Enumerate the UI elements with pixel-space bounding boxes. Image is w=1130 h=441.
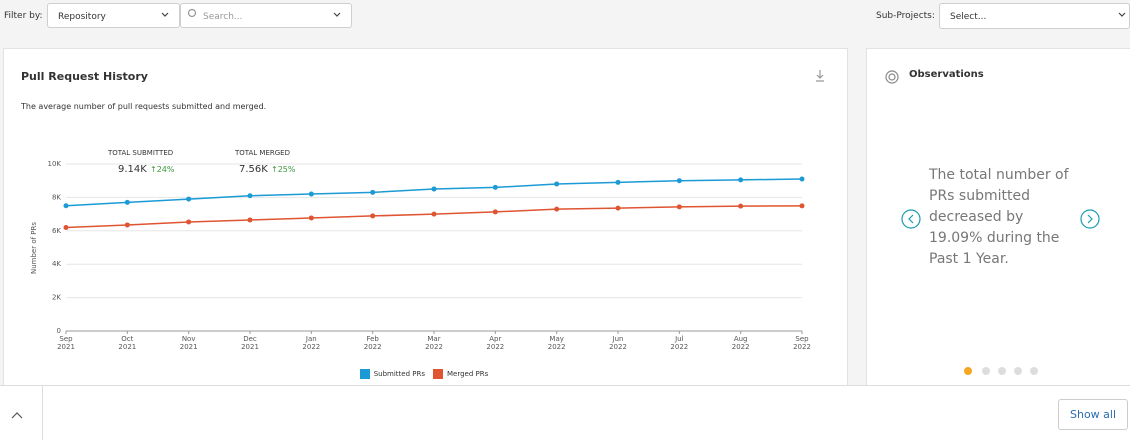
chevron [333,12,341,17]
legend-label: Merged PRs [447,370,489,378]
x-tick-label: Nov 2021 [179,335,198,351]
data-point [186,196,192,202]
data-point [431,211,437,217]
y-tick-label: 0 [57,327,61,335]
page-dot[interactable] [998,367,1006,375]
y-tick-label: 10K [48,160,62,168]
data-point [799,176,805,182]
y-axis-title: Number of PRs [30,222,38,274]
subprojects-text: Select... [950,12,987,22]
data-point [676,178,682,184]
collapse-icon[interactable] [11,412,23,419]
prev-arrow [908,214,914,224]
search-text: Search... [203,12,243,22]
stat-value: 9.14K ↑24% [118,164,175,175]
observations-icon [888,73,896,81]
y-tick-label: 6K [52,227,61,235]
data-point [615,179,621,185]
y-tick-label: 4K [52,260,61,268]
data-point [63,203,69,209]
x-tick-label: Mar 2022 [425,335,443,351]
data-point [247,217,253,223]
x-tick-label: Jul 2022 [670,335,689,351]
observation-text: The total number of PRs submitted decrea… [929,167,1069,267]
data-point [431,186,437,192]
x-tick-label: May 2022 [547,335,566,351]
data-point [308,191,314,197]
stat-change: ↑24% [150,165,175,174]
filter-label: Filter by: [4,11,43,21]
footer [0,385,1130,441]
legend-swatch [433,369,444,379]
repository-dropdown[interactable]: Repository [47,3,180,28]
data-point [308,215,314,221]
data-point [554,206,560,212]
show-all-button[interactable]: Show all [1058,399,1128,430]
chevron [1118,12,1126,17]
x-tick-label: Jun 2022 [609,335,627,351]
x-tick-label: Jan 2022 [302,335,321,351]
legend-item: Submitted PRs [359,369,426,379]
data-point [738,177,744,183]
data-point [738,203,744,209]
observations-icon [885,70,899,84]
legend-item: Merged PRs [433,369,488,379]
data-point [676,204,682,210]
data-point [615,205,621,211]
y-tick-label: 8K [52,193,61,201]
chevron [161,12,169,17]
x-tick-label: Aug 2022 [731,335,750,351]
series-line [65,205,803,229]
stat-label: TOTAL MERGED [235,149,290,157]
data-point [63,224,69,230]
page-dot[interactable] [1030,367,1038,375]
data-point [370,213,376,219]
observations-title: Observations [909,69,984,80]
x-tick-label: Feb 2022 [363,335,382,351]
chart-title: Pull Request History [21,70,148,83]
stat-label: TOTAL SUBMITTED [108,149,174,157]
x-tick-label: Dec 2021 [241,335,259,351]
stat-number: 7.56K [239,164,268,175]
prev-button[interactable] [901,209,921,229]
data-point [492,184,498,190]
page-dot[interactable] [964,367,972,375]
data-point [554,181,560,187]
data-point [492,209,498,215]
chart-subtitle: The average number of pull requests subm… [21,102,267,111]
stat-value: 7.56K ↑25% [239,164,296,175]
stat-change: ↑25% [271,165,296,174]
stat-number: 9.14K [118,164,147,175]
data-point [247,193,253,199]
data-point [799,203,805,209]
x-tick-label: Sep 2021 [57,335,75,351]
series-line [65,178,803,207]
page-dot[interactable] [1014,367,1022,375]
data-point [370,189,376,195]
y-tick-label: 2K [52,294,61,302]
data-point [186,219,192,225]
divider [42,385,43,440]
data-point [124,199,130,205]
repository-text: Repository [58,12,106,22]
subprojects-label: Sub-Projects: [876,11,935,21]
x-tick-label: Oct 2021 [118,335,137,351]
search-dropdown[interactable]: Search... [180,3,352,28]
next-arrow [1087,214,1093,224]
page-dot[interactable] [982,367,990,375]
search-icon [187,8,197,18]
legend-swatch [359,369,370,379]
data-point [124,222,130,228]
download-icon[interactable] [816,70,824,82]
x-tick-label: Apr 2022 [486,335,505,351]
x-tick-label: Sep 2022 [793,335,811,351]
next-button[interactable] [1080,209,1100,229]
legend: Submitted PRs Merged PRs [0,369,848,379]
legend-label: Submitted PRs [373,370,426,378]
